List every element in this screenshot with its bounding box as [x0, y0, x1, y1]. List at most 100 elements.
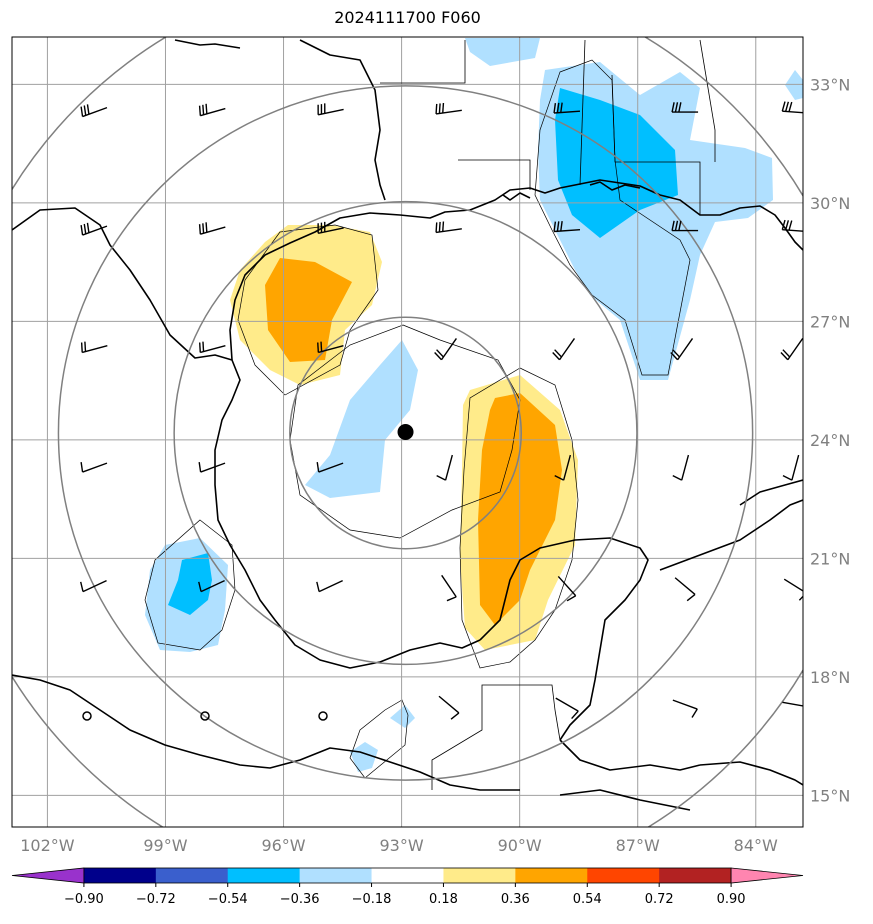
colorbar-tick-label: 0.18 — [429, 892, 458, 907]
colorbar-swatch — [83, 868, 157, 883]
calm-wind-marker — [200, 711, 210, 721]
contour-outline-layer — [144, 59, 691, 779]
graticule — [12, 37, 803, 827]
range-ring — [57, 85, 754, 781]
latitude-tick-label: 33°N — [810, 75, 850, 94]
negative-anomaly-small — [785, 70, 803, 100]
longitude-tick-label: 84°W — [734, 836, 778, 855]
wind-barb — [317, 221, 344, 234]
colorbar-tick-label: 0.36 — [501, 892, 530, 907]
colorbar-swatch — [659, 868, 732, 883]
wind-barb — [672, 699, 698, 718]
longitude-tick-label: 93°W — [380, 836, 424, 855]
border-layer — [380, 39, 716, 790]
colorbar-tick-label: 0.54 — [573, 892, 602, 907]
colorbar-tick-label: −0.90 — [64, 892, 104, 907]
wind-barb — [198, 103, 226, 117]
range-ring — [289, 316, 522, 550]
wind-barb — [80, 462, 108, 473]
wind-barb — [780, 338, 803, 361]
negative-anomaly-region — [305, 340, 418, 498]
colorbar-swatch — [299, 868, 373, 883]
wind-barb — [435, 221, 462, 234]
wind-barb — [316, 579, 343, 593]
longitude-labels: 102°W 99°W 96°W 93°W 90°W 87°W 84°W — [20, 836, 778, 855]
latitude-labels: 33°N 30°N 27°N 24°N 21°N 18°N 15°N — [810, 75, 850, 805]
colorbar-swatch — [227, 868, 301, 883]
colorbar-low-extend — [11, 867, 85, 884]
wind-barb — [198, 579, 225, 593]
wind-barb — [316, 462, 344, 473]
colorbar-tick-label: −0.54 — [208, 892, 248, 907]
wind-barb — [555, 697, 579, 720]
wind-barb — [438, 695, 460, 720]
wind-barb — [781, 219, 803, 232]
negative-anomaly-small — [350, 742, 378, 772]
wind-barb — [672, 454, 690, 481]
range-rings — [12, 37, 803, 827]
wind-barb — [441, 574, 457, 602]
wind-barb — [435, 102, 462, 115]
wind-barb — [434, 338, 457, 361]
colorbar-swatch — [587, 868, 660, 883]
wind-barb — [198, 462, 226, 473]
wind-barb — [671, 102, 699, 113]
map-frame — [11, 36, 804, 828]
wind-barb — [782, 454, 800, 481]
wind-barb — [198, 222, 226, 235]
colorbar-swatch — [443, 868, 516, 883]
calm-wind-marker — [318, 711, 328, 721]
wind-barb — [554, 454, 572, 481]
calm-wind-marker — [82, 711, 92, 721]
wind-barb — [199, 341, 226, 354]
wind-barb — [552, 338, 576, 361]
storm-center-marker — [397, 424, 414, 440]
wind-barb-layer — [80, 101, 803, 720]
colorbar-swatch — [515, 868, 588, 883]
longitude-tick-label: 99°W — [143, 836, 187, 855]
negative-anomaly-core — [555, 88, 678, 238]
wind-barb — [782, 701, 803, 707]
longitude-tick-label: 96°W — [261, 836, 305, 855]
map-title: 2024111700 F060 — [334, 8, 481, 27]
positive-anomaly-core — [265, 258, 352, 362]
negative-anomaly-small — [465, 38, 540, 66]
wind-barb — [557, 575, 577, 602]
longitude-tick-label: 87°W — [616, 836, 660, 855]
wind-barb — [781, 101, 803, 114]
wind-barb — [436, 454, 453, 481]
negative-anomaly-core — [168, 553, 212, 615]
colorbar-swatch — [371, 868, 444, 883]
colorbar-swatch — [155, 868, 229, 883]
longitude-tick-label: 102°W — [20, 836, 75, 855]
colorbar-tick-label: −0.18 — [352, 892, 392, 907]
wind-barb — [317, 341, 344, 354]
latitude-tick-label: 15°N — [810, 786, 850, 805]
negative-anomaly-small — [390, 705, 415, 728]
colorbar-tick-label: 0.90 — [717, 892, 746, 907]
shaded-field-layer — [145, 38, 803, 772]
wind-barb — [80, 222, 108, 236]
range-ring — [173, 200, 638, 666]
wind-barb — [317, 103, 344, 116]
wind-barb — [671, 220, 699, 232]
latitude-tick-label: 30°N — [810, 194, 850, 213]
colorbar-tick-label: 0.72 — [645, 892, 674, 907]
wind-barb — [674, 577, 696, 602]
colorbar-high-extend — [730, 867, 804, 884]
latitude-tick-label: 18°N — [810, 668, 850, 687]
calm-markers — [82, 711, 328, 721]
latitude-tick-label: 21°N — [810, 549, 850, 568]
colorbar: −0.90 −0.72 −0.54 −0.36 −0.18 0.18 0.36 0.54 0.7… — [11, 867, 804, 907]
colorbar-tick-label: −0.36 — [280, 892, 320, 907]
wind-barb — [80, 341, 108, 354]
wind-barb — [80, 579, 107, 593]
wind-barb — [553, 102, 581, 114]
longitude-tick-label: 90°W — [498, 836, 542, 855]
colorbar-tick-label: −0.72 — [136, 892, 176, 907]
wind-barb — [553, 221, 581, 233]
latitude-tick-label: 27°N — [810, 312, 850, 331]
coastline-layer — [12, 39, 803, 811]
wind-barb — [80, 104, 108, 118]
